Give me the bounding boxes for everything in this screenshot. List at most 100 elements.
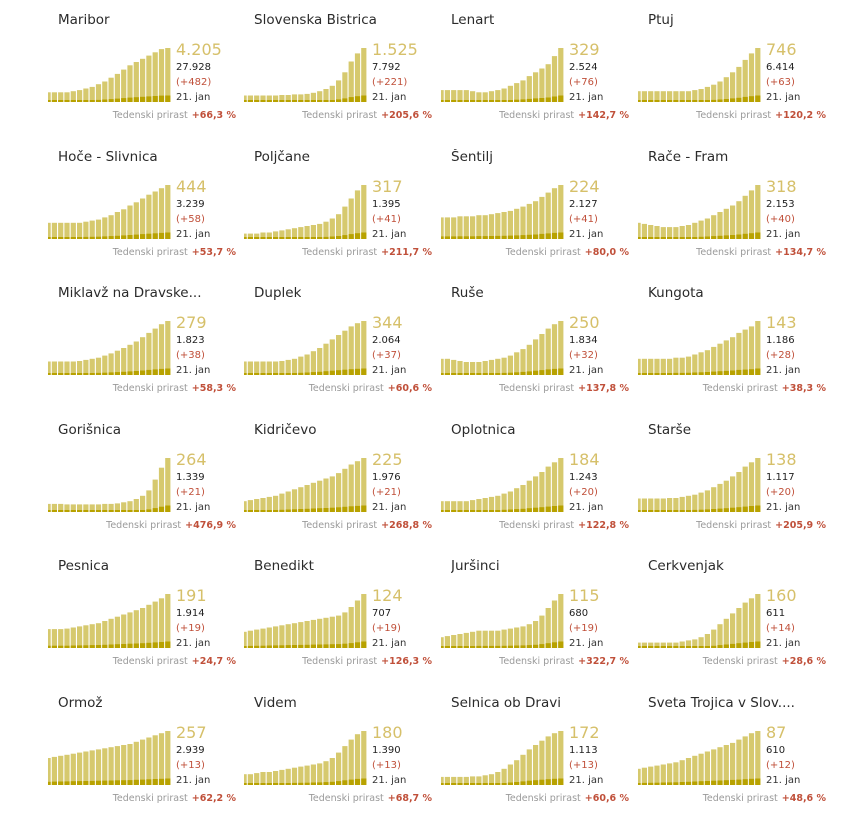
daily-change-value: (+12): [766, 760, 795, 771]
bar: [323, 343, 329, 375]
municipality-name: Juršinci: [451, 558, 500, 574]
bar-daily: [323, 644, 329, 648]
bar: [495, 772, 501, 785]
bar: [348, 607, 354, 648]
bar-daily: [146, 233, 152, 239]
bar-daily: [648, 373, 654, 375]
municipality-name: Šentilj: [451, 149, 493, 165]
bar-daily: [638, 373, 641, 375]
bar-daily: [558, 641, 564, 648]
bar-daily: [83, 373, 89, 375]
bar-daily: [48, 100, 51, 102]
bar-daily: [298, 782, 304, 785]
bar: [114, 350, 120, 375]
bar: [482, 630, 488, 648]
bar: [545, 466, 551, 512]
bar: [673, 762, 679, 785]
bar-daily: [551, 778, 558, 785]
bar-daily: [441, 783, 444, 785]
bar: [730, 337, 736, 375]
daily-change-value: (+221): [372, 77, 408, 88]
weekly-growth-value: +24,7 %: [191, 656, 236, 667]
bar: [127, 744, 133, 785]
bar-daily: [279, 783, 285, 785]
bar-daily: [514, 509, 520, 512]
bar: [140, 198, 146, 239]
bar: [648, 642, 654, 648]
bar-daily: [95, 372, 102, 375]
bar-daily: [545, 233, 551, 239]
date-label: 21. jan: [372, 638, 407, 649]
bar: [545, 736, 551, 785]
bar-daily: [336, 781, 342, 785]
bar: [638, 91, 641, 102]
weekly-growth-value: +122,8 %: [578, 520, 629, 531]
bar-daily: [58, 781, 64, 785]
municipality-name: Maribor: [58, 12, 110, 28]
bar: [304, 226, 310, 239]
weekly-growth-label: Tedenski prirast: [702, 793, 778, 804]
bar: [58, 755, 64, 785]
bar: [545, 608, 551, 648]
bar-daily: [457, 510, 463, 512]
bar-daily: [348, 506, 354, 512]
date-label: 21. jan: [176, 365, 211, 376]
bar: [102, 81, 108, 102]
bar: [748, 326, 755, 375]
bar: [279, 95, 285, 102]
bar: [336, 335, 342, 375]
bar-daily: [476, 510, 482, 512]
bar-daily: [451, 100, 457, 102]
bar-daily: [127, 780, 133, 785]
bar-daily: [317, 237, 323, 239]
active-cases-value: 124: [372, 586, 403, 605]
bar: [51, 756, 57, 785]
bar-daily: [48, 645, 51, 648]
active-cases-value: 225: [372, 450, 403, 469]
bar-daily: [140, 234, 146, 239]
bar: [533, 476, 539, 512]
total-cases-value: 611: [766, 608, 786, 619]
bar: [298, 227, 304, 239]
bar: [348, 198, 354, 239]
total-cases-value: 2.127: [569, 199, 598, 210]
bar: [457, 776, 463, 785]
bar-daily: [152, 508, 158, 512]
bar: [482, 215, 488, 239]
weekly-growth: Tedenski prirast +38,3 %: [703, 383, 826, 394]
bar-daily: [121, 510, 127, 512]
bar: [342, 206, 348, 239]
bar-daily: [121, 371, 127, 375]
bar: [755, 185, 761, 239]
municipality-card: Ptuj 746 6.414 (+63) 21. jan Tedenski prirast…: [638, 0, 834, 137]
bar-daily: [304, 782, 310, 785]
bar-daily: [354, 96, 361, 102]
bar: [152, 601, 158, 648]
bar-daily: [266, 645, 272, 648]
weekly-growth: Tedenski prirast +68,7 %: [309, 793, 432, 804]
weekly-growth-value: +48,6 %: [781, 793, 826, 804]
bar-daily: [146, 642, 152, 648]
weekly-growth: Tedenski prirast +24,7 %: [113, 656, 236, 667]
bar-daily: [545, 643, 551, 648]
bar-daily: [254, 237, 260, 239]
weekly-growth-value: +142,7 %: [578, 110, 629, 121]
bar-daily: [152, 233, 158, 239]
weekly-growth: Tedenski prirast +322,7 %: [499, 656, 629, 667]
bar: [102, 217, 108, 239]
bar: [704, 751, 710, 785]
weekly-growth: Tedenski prirast +28,6 %: [703, 656, 826, 667]
bar-daily: [736, 97, 742, 102]
bar-daily: [158, 506, 165, 512]
bar-daily: [121, 780, 127, 785]
weekly-growth-label: Tedenski prirast: [696, 247, 772, 258]
bar: [152, 191, 158, 239]
municipality-name: Sveta Trojica v Slov....: [648, 695, 795, 711]
bar-daily: [755, 505, 761, 512]
bar: [70, 504, 76, 512]
bar-daily: [673, 782, 679, 785]
bar-daily: [95, 510, 102, 512]
bar: [279, 493, 285, 512]
bar-daily: [152, 96, 158, 102]
bar-daily: [108, 236, 114, 239]
